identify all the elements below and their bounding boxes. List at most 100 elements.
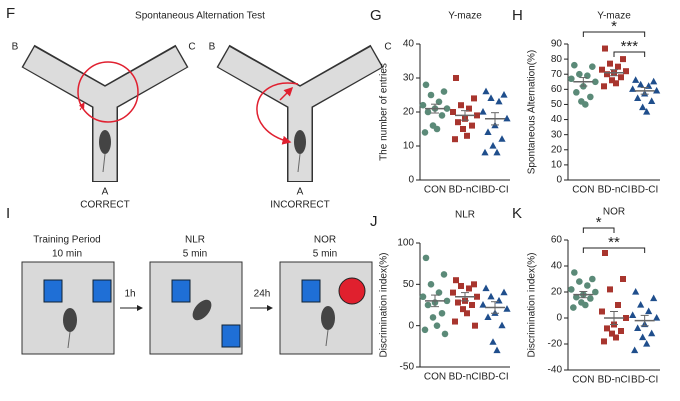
y-tick-label: 20 bbox=[403, 107, 415, 118]
significance-bracket bbox=[582, 31, 646, 37]
dot bbox=[458, 282, 464, 289]
dot bbox=[455, 119, 461, 126]
dot bbox=[466, 105, 472, 112]
dot bbox=[460, 306, 466, 313]
dot bbox=[421, 326, 429, 334]
dot bbox=[568, 286, 575, 293]
dot bbox=[450, 289, 456, 296]
stage-name: Training Period bbox=[33, 235, 100, 246]
dot bbox=[599, 308, 605, 315]
panel-letter: J bbox=[370, 213, 378, 230]
interval: 1h bbox=[124, 289, 135, 300]
y-tick-label: 0 bbox=[408, 175, 414, 186]
dot bbox=[629, 85, 637, 92]
dot bbox=[487, 94, 495, 101]
y-tick-label: 20 bbox=[551, 287, 563, 298]
dot bbox=[648, 329, 656, 337]
dot bbox=[424, 108, 432, 116]
dot bbox=[493, 148, 501, 156]
dot bbox=[438, 112, 446, 119]
dot bbox=[422, 81, 430, 89]
dot bbox=[424, 301, 432, 309]
dot bbox=[645, 307, 653, 315]
y-axis-label: Discrimination index(%) bbox=[379, 252, 390, 357]
dot bbox=[482, 284, 490, 292]
dot bbox=[489, 142, 497, 149]
y-axis-label: Discrimination index(%) bbox=[527, 252, 538, 357]
dot bbox=[433, 322, 441, 329]
dot bbox=[643, 108, 651, 115]
y-tick-label: 10 bbox=[403, 141, 415, 152]
y-tick-label: 10 bbox=[551, 160, 563, 171]
dot bbox=[607, 286, 613, 293]
dot bbox=[634, 94, 642, 101]
y-tick-label: 40 bbox=[403, 39, 415, 50]
dot bbox=[464, 310, 470, 317]
y-axis-label: Spontaneous Alternation(%) bbox=[527, 50, 538, 175]
chart-title: NOR bbox=[603, 207, 625, 218]
dot bbox=[582, 101, 589, 108]
dot bbox=[421, 129, 429, 136]
dot bbox=[615, 302, 621, 308]
y-tick-label: 30 bbox=[403, 73, 415, 84]
stage-duration: 5 min bbox=[183, 249, 207, 260]
dot bbox=[441, 330, 449, 338]
significance-label: * bbox=[596, 214, 602, 231]
stage-duration: 10 min bbox=[52, 249, 82, 260]
significance-bracket bbox=[582, 247, 646, 253]
dot bbox=[582, 301, 589, 309]
x-tick-label: BD-nCI bbox=[449, 372, 482, 383]
stage-duration: 5 min bbox=[313, 249, 337, 260]
arena bbox=[279, 261, 373, 355]
dot bbox=[576, 70, 583, 78]
dot bbox=[419, 101, 427, 109]
arena bbox=[21, 261, 115, 355]
dot bbox=[484, 313, 492, 320]
dot bbox=[482, 87, 490, 95]
x-tick-label: BD-nCI bbox=[449, 185, 482, 196]
dot bbox=[650, 294, 658, 302]
dot bbox=[440, 271, 448, 278]
y-tick-label: 30 bbox=[551, 129, 563, 140]
maze-incorrect bbox=[216, 44, 384, 182]
dot bbox=[469, 302, 475, 308]
dot bbox=[587, 295, 594, 302]
stage-name: NLR bbox=[185, 235, 205, 246]
dot bbox=[419, 293, 427, 301]
dot bbox=[620, 276, 626, 282]
x-tick-label: CON bbox=[424, 372, 446, 383]
maze-correct bbox=[21, 44, 189, 182]
x-tick-label: BD-CI bbox=[631, 375, 658, 386]
y-tick-label: -50 bbox=[400, 362, 415, 373]
arm-label: B bbox=[209, 42, 216, 53]
y-tick-label: 60 bbox=[551, 235, 563, 246]
dot bbox=[653, 314, 661, 321]
maze-caption: CORRECT bbox=[80, 200, 129, 211]
arena bbox=[149, 261, 243, 355]
x-tick-label: BD-CI bbox=[481, 372, 508, 383]
dot bbox=[466, 285, 472, 292]
dot bbox=[443, 297, 451, 305]
y-tick-label: 0 bbox=[556, 313, 562, 324]
y-tick-label: 40 bbox=[551, 261, 563, 272]
dot bbox=[650, 77, 658, 85]
y-tick-label: -40 bbox=[548, 365, 563, 376]
dot bbox=[648, 97, 656, 105]
dot bbox=[427, 281, 435, 288]
dot bbox=[632, 288, 640, 295]
panel-letter: F bbox=[6, 5, 15, 22]
chart-title: Y-maze bbox=[448, 11, 482, 22]
significance-bracket bbox=[613, 51, 646, 57]
dot bbox=[452, 136, 458, 143]
dot bbox=[450, 109, 456, 115]
dot bbox=[474, 293, 480, 300]
dot bbox=[589, 63, 596, 70]
dot bbox=[469, 122, 475, 129]
dot bbox=[570, 304, 577, 311]
y-tick-label: 100 bbox=[397, 238, 414, 249]
dot bbox=[429, 314, 437, 321]
dot bbox=[452, 318, 458, 325]
dot bbox=[503, 114, 511, 122]
dot bbox=[623, 315, 629, 321]
